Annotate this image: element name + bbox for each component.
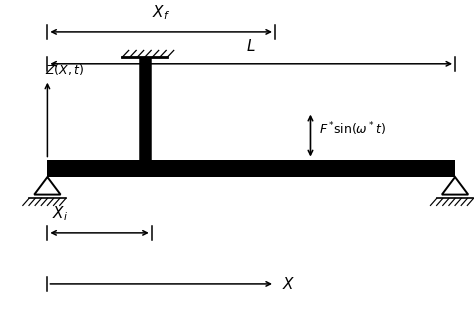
Text: $F^*\!\sin(\omega^* t)$: $F^*\!\sin(\omega^* t)$ xyxy=(319,120,386,138)
Text: $Z(X,t)$: $Z(X,t)$ xyxy=(45,62,84,77)
Text: $X$: $X$ xyxy=(282,276,295,292)
Text: $L$: $L$ xyxy=(246,38,256,54)
Text: $D$: $D$ xyxy=(162,161,174,175)
Text: $X_f$: $X_f$ xyxy=(152,4,170,22)
Bar xyxy=(47,160,455,177)
Text: $X_i$: $X_i$ xyxy=(52,204,68,223)
